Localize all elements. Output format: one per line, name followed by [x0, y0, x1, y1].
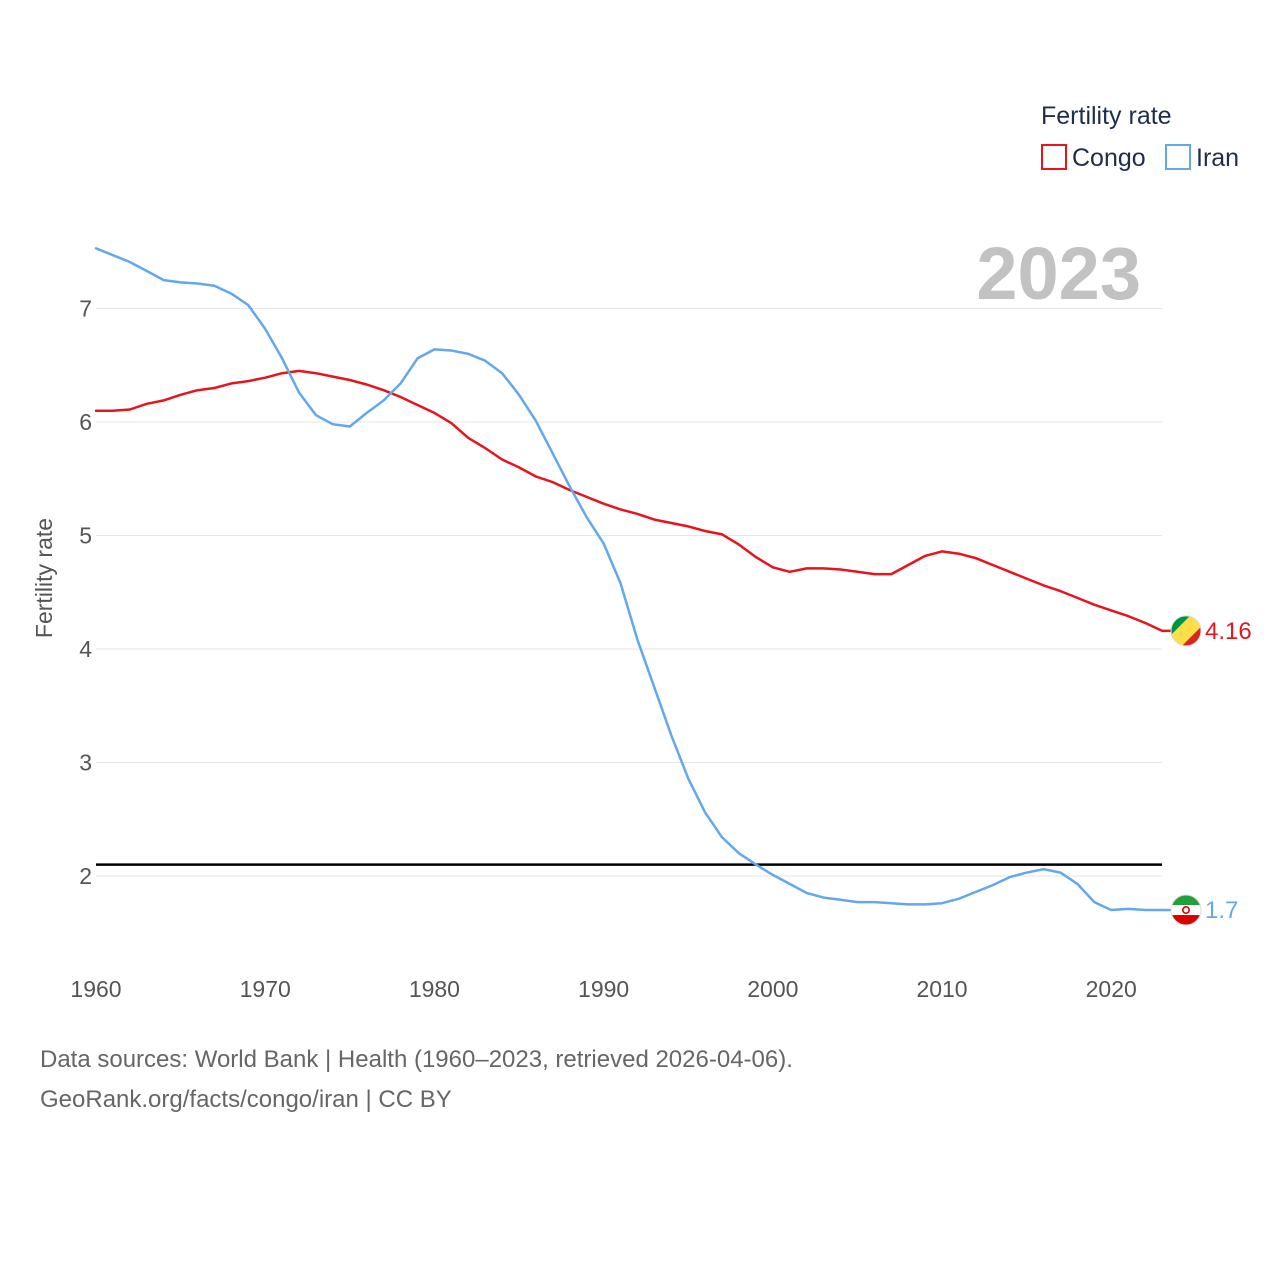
flag-green [1171, 615, 1190, 635]
legend-swatch-congo [1041, 144, 1067, 170]
end-markers: 4.16 1.7 [1162, 615, 1252, 926]
legend: Fertility rate Congo Iran [1041, 102, 1239, 172]
y-axis-label: Fertility rate [31, 518, 57, 638]
series-lines [94, 247, 1164, 912]
flag-green [1171, 895, 1201, 906]
source-link[interactable]: GeoRank.org/facts/congo/iran | CC BY [40, 1086, 452, 1113]
y-tick-2: 2 [79, 863, 92, 889]
x-tick-1970: 1970 [240, 976, 291, 1002]
x-tick-1990: 1990 [578, 976, 629, 1002]
grid-lines [96, 308, 1162, 877]
legend-title: Fertility rate [1041, 102, 1172, 130]
x-tick-1960: 1960 [70, 976, 121, 1002]
legend-label-iran: Iran [1196, 144, 1239, 172]
congo-flag-icon [1171, 615, 1201, 646]
series-line-congo [94, 369, 1164, 633]
y-tick-4: 4 [79, 636, 92, 662]
legend-swatch-iran [1165, 144, 1191, 170]
x-tick-2000: 2000 [747, 976, 798, 1002]
flag-border [1170, 615, 1202, 647]
y-axis: 2 3 4 5 6 7 [79, 296, 92, 890]
flag-emblem [1182, 906, 1191, 915]
y-tick-7: 7 [79, 296, 92, 322]
y-tick-6: 6 [79, 409, 92, 435]
year-label: 2023 [976, 232, 1141, 315]
flag-red [1182, 626, 1201, 646]
end-label-congo: 4.16 [1205, 618, 1252, 645]
x-tick-1980: 1980 [409, 976, 460, 1002]
legend-item-iran[interactable]: Iran [1165, 144, 1239, 172]
series-line-iran [94, 247, 1164, 912]
flag-red [1171, 915, 1201, 926]
y-tick-5: 5 [79, 523, 92, 549]
legend-label-congo: Congo [1072, 144, 1146, 172]
end-label-iran: 1.7 [1205, 897, 1238, 924]
flag-border [1170, 894, 1202, 926]
iran-flag-icon [1171, 895, 1201, 926]
x-tick-2020: 2020 [1086, 976, 1137, 1002]
legend-item-congo[interactable]: Congo [1041, 144, 1146, 172]
y-tick-3: 3 [79, 750, 92, 776]
x-axis: 1960 1970 1980 1990 2000 2010 2020 [70, 976, 1136, 1002]
flag-white [1171, 905, 1201, 916]
x-tick-2010: 2010 [916, 976, 967, 1002]
source-text: Data sources: World Bank | Health (1960–… [40, 1046, 793, 1073]
